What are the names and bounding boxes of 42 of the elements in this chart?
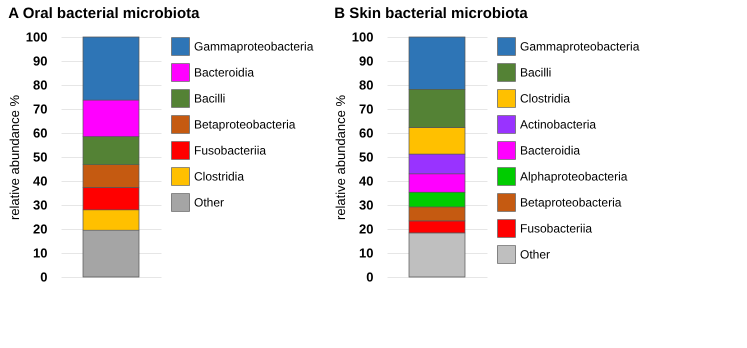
- legend-label: Other: [520, 248, 550, 262]
- y-tick-label: 90: [33, 54, 48, 68]
- y-tick-label: 40: [33, 174, 48, 188]
- y-axis-title: relative abundance %: [6, 94, 22, 220]
- legend-label: Bacilli: [520, 66, 552, 80]
- y-tick-label: 40: [359, 174, 374, 188]
- legend-label: Gammaproteobacteria: [194, 40, 314, 54]
- y-tick-label: 30: [359, 198, 374, 212]
- y-tick-label: 20: [33, 222, 48, 236]
- legend-label: Clostridia: [194, 170, 244, 184]
- y-tick-label: 20: [359, 222, 374, 236]
- y-tick-label: 90: [359, 54, 374, 68]
- y-tick-label: 60: [33, 126, 48, 140]
- y-tick-label: 70: [33, 102, 48, 116]
- legend-label: Bacteroidia: [194, 66, 254, 80]
- y-tick-label: 50: [33, 150, 48, 164]
- chart-title: B Skin bacterial microbiota: [334, 5, 528, 22]
- legend-label: Clostridia: [520, 92, 570, 106]
- y-tick-label: 10: [359, 246, 374, 260]
- y-tick-label: 60: [359, 126, 374, 140]
- y-tick-label: 30: [33, 198, 48, 212]
- legend-label: Alphaproteobacteria: [520, 170, 628, 184]
- legend-label: Fusobacteriia: [520, 222, 592, 236]
- legend-label: Actinobacteria: [520, 118, 596, 132]
- y-tick-label: 80: [359, 78, 374, 92]
- legend-label: Betaproteobacteria: [520, 196, 622, 210]
- y-tick-label: 0: [366, 270, 374, 284]
- y-tick-label: 0: [40, 270, 48, 284]
- y-tick-label: 100: [352, 30, 374, 44]
- y-tick-label: 100: [26, 30, 48, 44]
- y-tick-label: 70: [359, 102, 374, 116]
- y-axis-title: relative abundance %: [332, 94, 348, 220]
- legend-label: Bacteroidia: [520, 144, 580, 158]
- legend-label: Gammaproteobacteria: [520, 40, 640, 54]
- legend-label: Betaproteobacteria: [194, 118, 296, 132]
- y-tick-label: 10: [33, 246, 48, 260]
- legend-label: Fusobacteriia: [194, 144, 266, 158]
- chart-title: A Oral bacterial microbiota: [8, 5, 200, 22]
- y-tick-label: 50: [359, 150, 374, 164]
- y-tick-label: 80: [33, 78, 48, 92]
- legend-label: Bacilli: [194, 92, 226, 106]
- legend-label: Other: [194, 196, 224, 210]
